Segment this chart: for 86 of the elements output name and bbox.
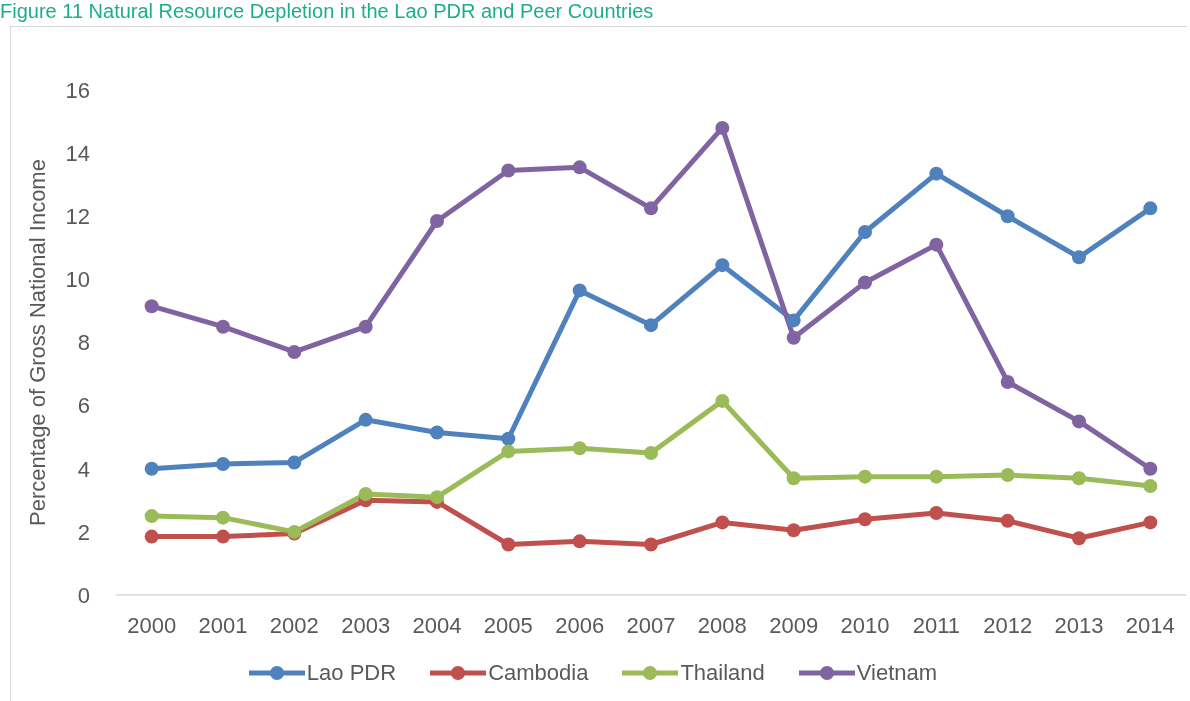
point (644, 445, 658, 460)
x-tick-label: 2000 (127, 612, 177, 638)
point (572, 283, 587, 298)
point (715, 515, 730, 530)
point (858, 512, 872, 527)
point (501, 537, 516, 552)
point (929, 166, 944, 181)
point (216, 510, 230, 525)
y-tick-label: 16 (65, 77, 90, 103)
point (430, 425, 444, 440)
x-tick-label: 2006 (555, 612, 605, 638)
point (929, 469, 944, 484)
x-tick-label: 2014 (1125, 612, 1175, 638)
point (1000, 374, 1015, 389)
x-tick-label: 2002 (269, 612, 319, 638)
point (501, 431, 516, 446)
y-tick-label: 8 (77, 330, 90, 356)
point (358, 412, 373, 427)
legend-label: Cambodia (488, 659, 589, 686)
point (501, 444, 516, 459)
x-tick-label: 2012 (983, 612, 1033, 638)
point (858, 469, 872, 484)
point (501, 163, 516, 178)
point (1072, 471, 1086, 486)
x-tick-label: 2009 (769, 612, 819, 638)
chart-title: Figure 11 Natural Resource Depletion in the Lao PDR and Peer Countries (0, 0, 654, 22)
point (216, 529, 230, 544)
y-tick-label: 12 (65, 204, 90, 230)
point (287, 455, 302, 470)
point (144, 529, 159, 544)
legend-label: Thailand (680, 659, 765, 686)
x-tick-label: 2003 (341, 612, 391, 638)
point (216, 319, 230, 334)
point (358, 487, 373, 501)
point (1143, 515, 1158, 530)
point (144, 299, 159, 314)
point (144, 509, 159, 524)
y-tick-label: 6 (77, 393, 90, 419)
point (1143, 479, 1158, 494)
point (786, 330, 801, 345)
point (929, 237, 944, 252)
point (572, 160, 587, 175)
y-tick-label: 10 (65, 267, 90, 293)
point (644, 201, 658, 216)
point (358, 319, 373, 334)
point (715, 393, 730, 408)
x-tick-label: 2005 (483, 612, 533, 638)
point (1072, 414, 1086, 429)
point (430, 490, 444, 505)
x-tick-label: 2011 (912, 612, 960, 638)
point (715, 258, 730, 273)
point (786, 313, 801, 328)
y-axis-title: Percentage of Gross National Income (24, 159, 50, 526)
point (216, 457, 230, 472)
y-tick-label: 14 (65, 140, 90, 166)
x-tick-label: 2007 (626, 612, 676, 638)
y-tick-label: 2 (77, 519, 90, 545)
point (1072, 250, 1086, 265)
point (144, 461, 159, 476)
legend-label: Vietnam (856, 659, 938, 686)
x-tick-label: 2001 (198, 612, 248, 638)
point (786, 471, 801, 486)
point (1000, 468, 1015, 483)
point (929, 505, 944, 520)
point (1072, 531, 1086, 546)
point (572, 441, 587, 456)
point (572, 534, 587, 549)
point (1000, 513, 1015, 528)
x-tick-label: 2004 (412, 612, 462, 638)
point (858, 225, 872, 240)
y-tick-label: 0 (77, 582, 90, 608)
point (287, 344, 302, 359)
y-tick-label: 4 (77, 456, 90, 482)
point (644, 537, 658, 552)
point (786, 523, 801, 538)
point (644, 318, 658, 333)
x-tick-label: 2008 (697, 612, 747, 638)
point (715, 120, 730, 135)
point (858, 275, 872, 290)
point (1143, 201, 1158, 216)
point (1000, 209, 1015, 224)
x-tick-label: 2010 (840, 612, 890, 638)
legend-label: Lao PDR (306, 659, 397, 686)
x-tick-label: 2013 (1054, 612, 1104, 638)
point (430, 213, 444, 228)
point (1143, 461, 1158, 476)
